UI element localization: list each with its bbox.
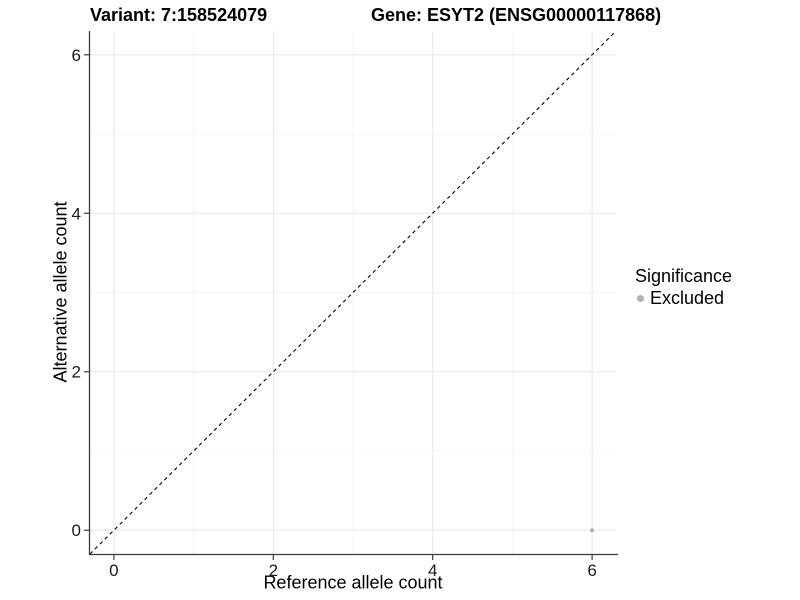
x-tick-label: 0 bbox=[109, 561, 118, 580]
legend-title: Significance bbox=[635, 266, 733, 286]
y-tick-label: 4 bbox=[72, 204, 81, 223]
y-tick-label: 2 bbox=[72, 363, 81, 382]
x-tick-label: 6 bbox=[587, 561, 596, 580]
legend-item-excluded: Excluded bbox=[633, 288, 732, 309]
y-tick-label: 0 bbox=[72, 521, 81, 540]
excluded-point-icon bbox=[637, 295, 644, 302]
data-point bbox=[590, 528, 595, 533]
variant-title: Variant: 7:158524079 bbox=[90, 5, 268, 25]
legend-item-label: Excluded bbox=[650, 288, 725, 308]
x-tick-label: 4 bbox=[428, 561, 437, 580]
gene-title: Gene: ESYT2 (ENSG00000117868) bbox=[371, 5, 662, 25]
identity-dashed-line bbox=[89, 30, 617, 555]
legend: Significance Excluded bbox=[633, 266, 732, 309]
x-tick-label: 2 bbox=[269, 561, 278, 580]
y-axis-label: Alternative allele count bbox=[50, 201, 71, 383]
x-axis-label: Reference allele count bbox=[263, 572, 443, 593]
y-tick-label: 6 bbox=[72, 46, 81, 65]
